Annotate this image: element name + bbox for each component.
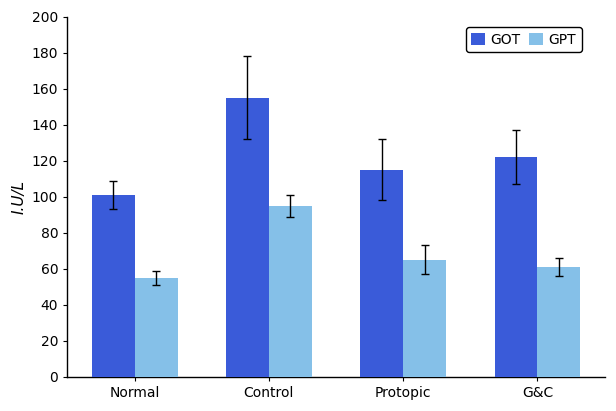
Bar — [538, 267, 580, 377]
Bar — [226, 98, 269, 377]
Bar — [403, 260, 446, 377]
Bar — [135, 278, 177, 377]
Bar — [495, 157, 538, 377]
Y-axis label: I.U/L: I.U/L — [11, 180, 26, 214]
Bar — [269, 206, 312, 377]
Legend: GOT, GPT: GOT, GPT — [466, 27, 582, 52]
Bar — [360, 170, 403, 377]
Bar — [92, 195, 135, 377]
